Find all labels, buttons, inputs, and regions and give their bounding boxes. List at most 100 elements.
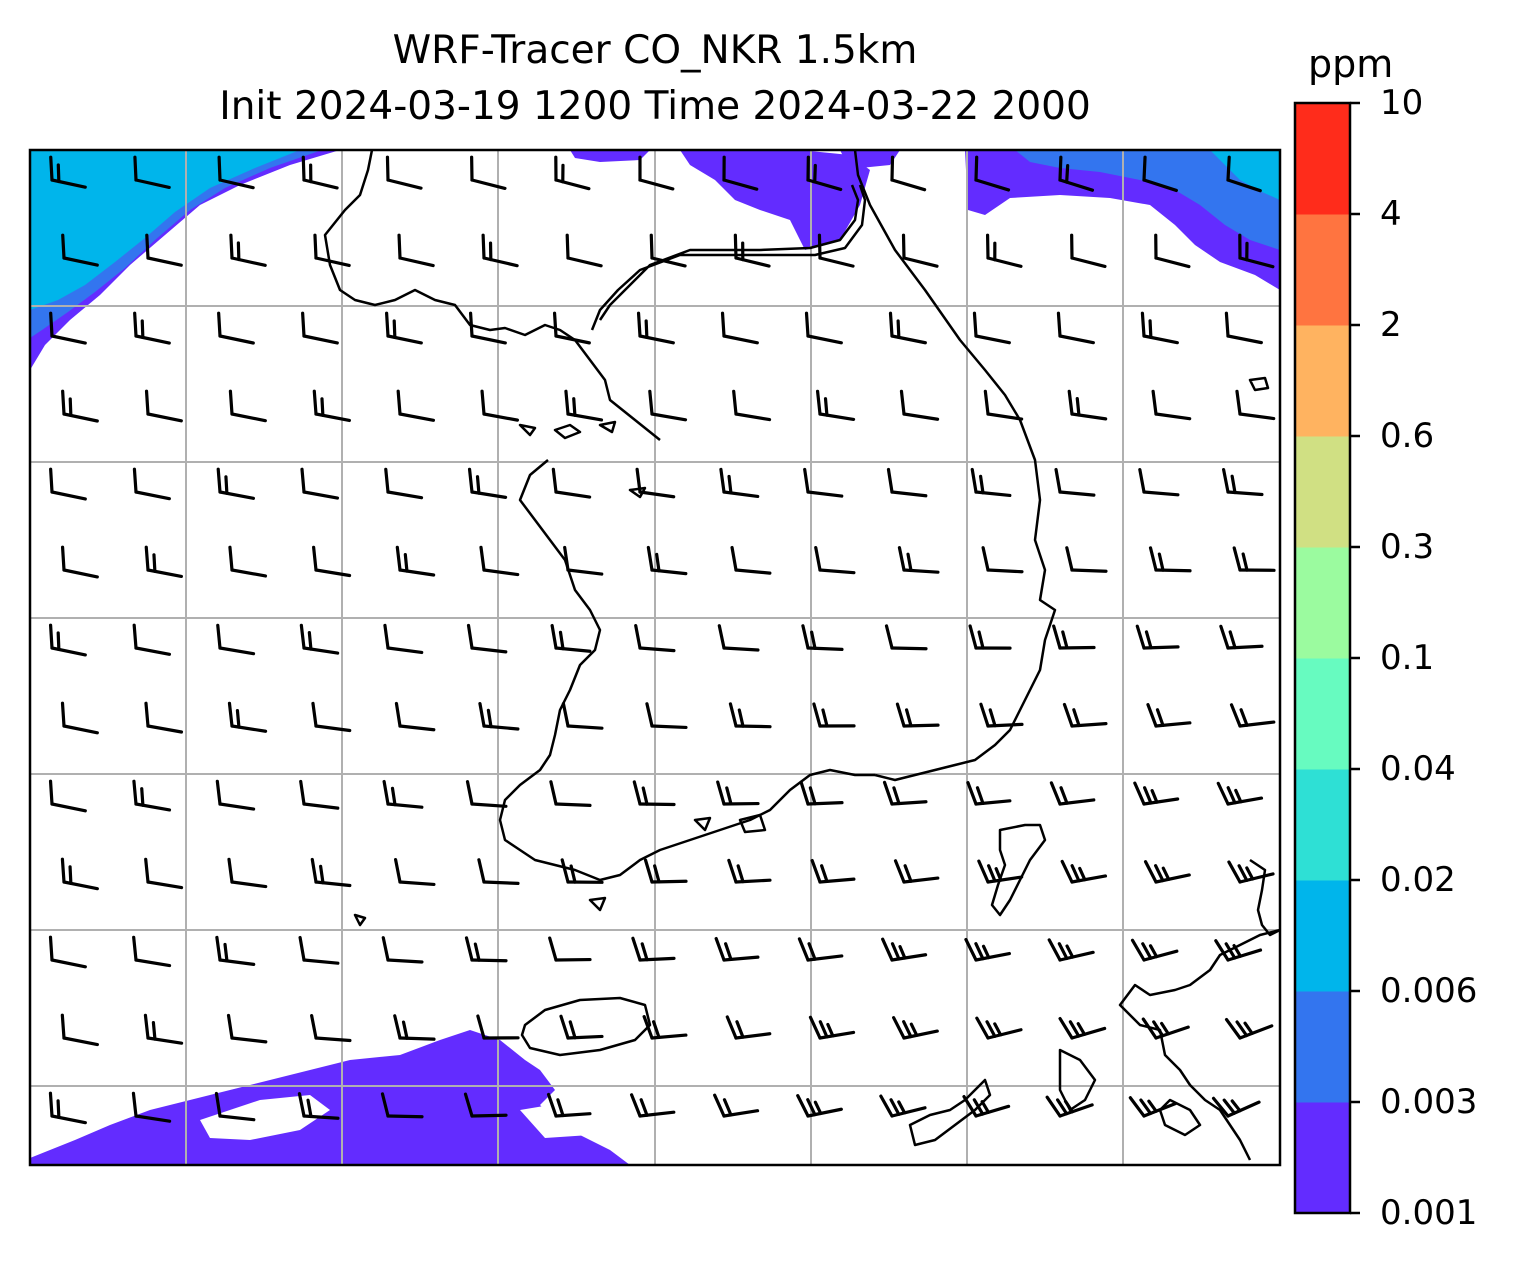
wind-barb [217, 311, 255, 345]
wind-barb [229, 233, 267, 267]
wind-barb [215, 935, 256, 966]
wind-barb [228, 389, 267, 423]
wind-barb [814, 545, 856, 575]
wind-barb [226, 1013, 268, 1044]
wind-barb [970, 467, 1012, 498]
wind-barbs [48, 155, 1276, 1125]
wind-barb [132, 935, 172, 968]
wind-barb [636, 311, 675, 345]
wind-barb [132, 467, 171, 501]
wind-barb [564, 389, 604, 422]
wind-barb [975, 1016, 1023, 1040]
wind-barb [554, 155, 591, 191]
wind-barb [1130, 938, 1179, 962]
tsushima-island [990, 823, 1047, 917]
wind-barb [559, 1014, 604, 1040]
wind-barb [1065, 546, 1108, 573]
wind-barb [61, 233, 99, 267]
map-gridlines [30, 150, 1280, 1165]
wind-barb [899, 389, 940, 421]
wind-barb [1056, 311, 1095, 345]
wind-barb [381, 936, 424, 964]
wind-barb [1227, 860, 1275, 884]
wind-barb [394, 701, 436, 732]
wind-barb [962, 1095, 1011, 1118]
wind-barb [48, 935, 87, 969]
wind-barb [810, 858, 856, 884]
colorbar-swatch [1295, 214, 1350, 326]
colorbar-tick-label: 0.003 [1380, 1082, 1478, 1122]
colorbar-swatch [1295, 325, 1350, 437]
wind-barb [228, 545, 268, 578]
wind-barb [635, 467, 676, 499]
wind-barb [1138, 467, 1180, 497]
wind-barb [1143, 860, 1191, 884]
wind-barb [1133, 781, 1180, 806]
wind-barb [1058, 155, 1095, 192]
map-frame [28, 148, 1282, 1167]
wind-barb [61, 389, 99, 423]
wind-barb [477, 858, 520, 885]
wind-barb [897, 546, 940, 574]
wind-barb [60, 857, 99, 891]
wind-barb [385, 311, 423, 345]
colorbar-tick-label: 0.001 [1380, 1193, 1478, 1233]
wind-barb [1049, 781, 1096, 806]
wind-barb [216, 623, 256, 656]
wind-barb [133, 311, 171, 345]
wind-barb [1235, 389, 1276, 421]
wind-barb [1058, 1016, 1107, 1040]
wind-barb [384, 467, 424, 500]
wind-barb [1060, 859, 1108, 884]
wind-barb [893, 859, 940, 884]
tracer-region-top-left-inner [30, 150, 300, 310]
wind-barb [796, 1094, 843, 1118]
wind-barb [722, 155, 759, 191]
wind-barb [632, 780, 676, 807]
wind-barb [49, 311, 87, 345]
wind-barb [227, 701, 268, 733]
wind-barb [1216, 781, 1264, 806]
wind-barb [884, 624, 928, 651]
wind-barb [1226, 155, 1262, 193]
wind-barb [725, 1015, 772, 1040]
wind-barb [299, 779, 340, 810]
wind-barb [648, 389, 688, 422]
kyushu-coast [1058, 928, 1280, 1161]
wind-barb [145, 233, 183, 267]
wind-barb [966, 781, 1012, 806]
wind-barb [719, 467, 760, 499]
chart-title-line-1: WRF-Tracer CO_NKR 1.5km [392, 28, 918, 73]
jeju-island [520, 996, 652, 1057]
wind-barb [561, 702, 604, 730]
wind-barb [216, 467, 256, 500]
wind-barb [397, 233, 435, 268]
wind-barb [985, 233, 1023, 268]
wind-barb [396, 389, 436, 422]
wind-barb [478, 701, 520, 731]
wind-barb [395, 545, 436, 577]
wind-barb [1224, 1017, 1274, 1040]
wind-barb [638, 155, 675, 191]
wind-barb [799, 780, 844, 806]
south-islands [908, 858, 1280, 1147]
wind-barb [1128, 1096, 1178, 1118]
wind-barb [803, 467, 844, 498]
wind-barb [298, 935, 340, 965]
wind-barb [214, 1091, 256, 1122]
wind-barb [720, 311, 759, 345]
tracer-concentration-fill [30, 150, 1280, 1165]
wind-barb [1229, 703, 1276, 728]
wind-barb [49, 155, 87, 189]
wind-barb [733, 233, 771, 268]
colorbar-swatch [1295, 880, 1350, 992]
wind-barb [49, 467, 87, 501]
wind-barb [888, 311, 927, 345]
wind-barb [551, 467, 592, 499]
wind-barb [300, 467, 340, 500]
coastline-west-south [323, 150, 875, 882]
wind-barb [301, 155, 339, 190]
wind-barb [1222, 468, 1264, 497]
wind-barb [1067, 389, 1108, 421]
wind-barb [645, 702, 688, 730]
